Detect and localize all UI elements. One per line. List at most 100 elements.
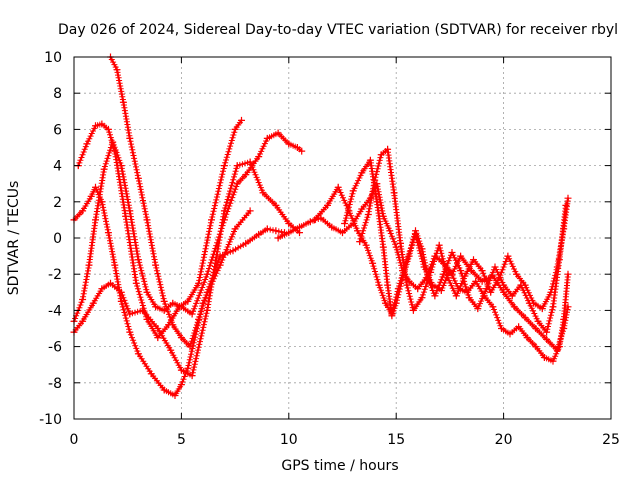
y-tick-label: 2	[53, 195, 62, 211]
data-point	[98, 120, 106, 128]
data-point	[246, 207, 254, 215]
data-point	[152, 303, 160, 311]
y-tick-label: 4	[53, 159, 62, 175]
data-point	[373, 198, 381, 206]
data-point	[341, 220, 349, 227]
data-point	[263, 134, 271, 142]
data-point	[358, 205, 366, 213]
data-point	[564, 194, 572, 202]
data-point	[362, 241, 370, 249]
data-point	[298, 147, 306, 155]
data-point	[487, 288, 495, 296]
data-point	[171, 392, 179, 399]
data-point	[229, 247, 237, 255]
data-point	[498, 325, 505, 332]
data-point	[461, 272, 469, 280]
data-point	[371, 176, 379, 184]
data-point	[104, 229, 112, 237]
data-point	[255, 153, 263, 161]
data-point	[508, 292, 516, 300]
data-point	[255, 230, 263, 238]
data-point	[560, 225, 568, 233]
data-point	[549, 357, 557, 365]
y-tick-label: 6	[53, 122, 62, 138]
data-point	[89, 299, 97, 307]
data-point	[470, 256, 477, 264]
data-point	[334, 183, 342, 191]
data-point	[553, 263, 561, 271]
data-point	[285, 229, 293, 237]
grid	[74, 57, 611, 419]
data-point	[126, 310, 134, 318]
data-point	[186, 343, 194, 351]
data-point	[263, 225, 271, 233]
data-point	[532, 325, 540, 332]
data-point	[504, 252, 512, 260]
data-point	[188, 310, 196, 318]
y-tick-label: 10	[44, 50, 62, 66]
data-point	[169, 321, 177, 329]
data-point	[474, 305, 482, 313]
data-point	[534, 317, 542, 325]
data-point	[364, 211, 372, 218]
data-point	[272, 201, 280, 209]
y-tick-label: -4	[48, 303, 62, 319]
data-series	[70, 53, 572, 399]
data-point	[220, 216, 228, 224]
data-point	[92, 216, 99, 224]
data-point	[184, 364, 192, 372]
x-tick-label: 0	[70, 432, 79, 448]
x-tick-label: 15	[387, 432, 405, 448]
series-line	[77, 119, 243, 339]
data-point	[418, 245, 426, 253]
data-point	[392, 243, 400, 251]
data-point	[122, 212, 130, 220]
y-tick-label: -8	[48, 376, 62, 392]
data-point	[495, 274, 503, 282]
data-point	[555, 343, 563, 351]
data-point	[543, 335, 551, 343]
data-point	[134, 256, 142, 264]
series-trace-3	[70, 129, 306, 325]
data-point	[220, 162, 228, 170]
data-point	[564, 270, 572, 278]
data-point	[184, 297, 192, 305]
series-trace-8	[341, 156, 570, 336]
data-point	[296, 223, 303, 231]
data-point	[358, 169, 366, 177]
data-point	[231, 225, 239, 233]
data-point	[87, 192, 95, 200]
data-point	[272, 227, 280, 235]
data-point	[117, 297, 125, 305]
data-point	[379, 243, 387, 251]
data-point	[465, 294, 473, 302]
data-point	[543, 328, 551, 336]
data-point	[152, 261, 160, 269]
data-point	[285, 140, 293, 148]
data-point	[500, 281, 508, 289]
data-point	[521, 281, 529, 289]
chart-title: Day 026 of 2024, Sidereal Day-to-day VTE…	[58, 22, 618, 38]
x-axis-label: GPS time / hours	[281, 458, 398, 474]
data-point	[532, 343, 540, 351]
data-point	[107, 279, 114, 287]
data-point	[167, 346, 175, 354]
data-point	[324, 201, 331, 209]
data-point	[175, 303, 183, 311]
series-trace-5	[107, 53, 288, 351]
data-point	[195, 315, 203, 323]
data-point	[154, 334, 162, 342]
data-point	[177, 366, 185, 374]
data-point	[98, 285, 106, 293]
data-point	[375, 281, 383, 289]
data-point	[233, 180, 241, 188]
data-point	[431, 292, 439, 300]
data-point	[134, 174, 142, 182]
data-point	[549, 303, 557, 311]
data-point	[233, 162, 241, 170]
data-point	[143, 216, 151, 224]
data-point	[293, 144, 301, 151]
data-point	[457, 252, 465, 260]
data-point	[339, 229, 346, 237]
data-point	[412, 227, 419, 235]
